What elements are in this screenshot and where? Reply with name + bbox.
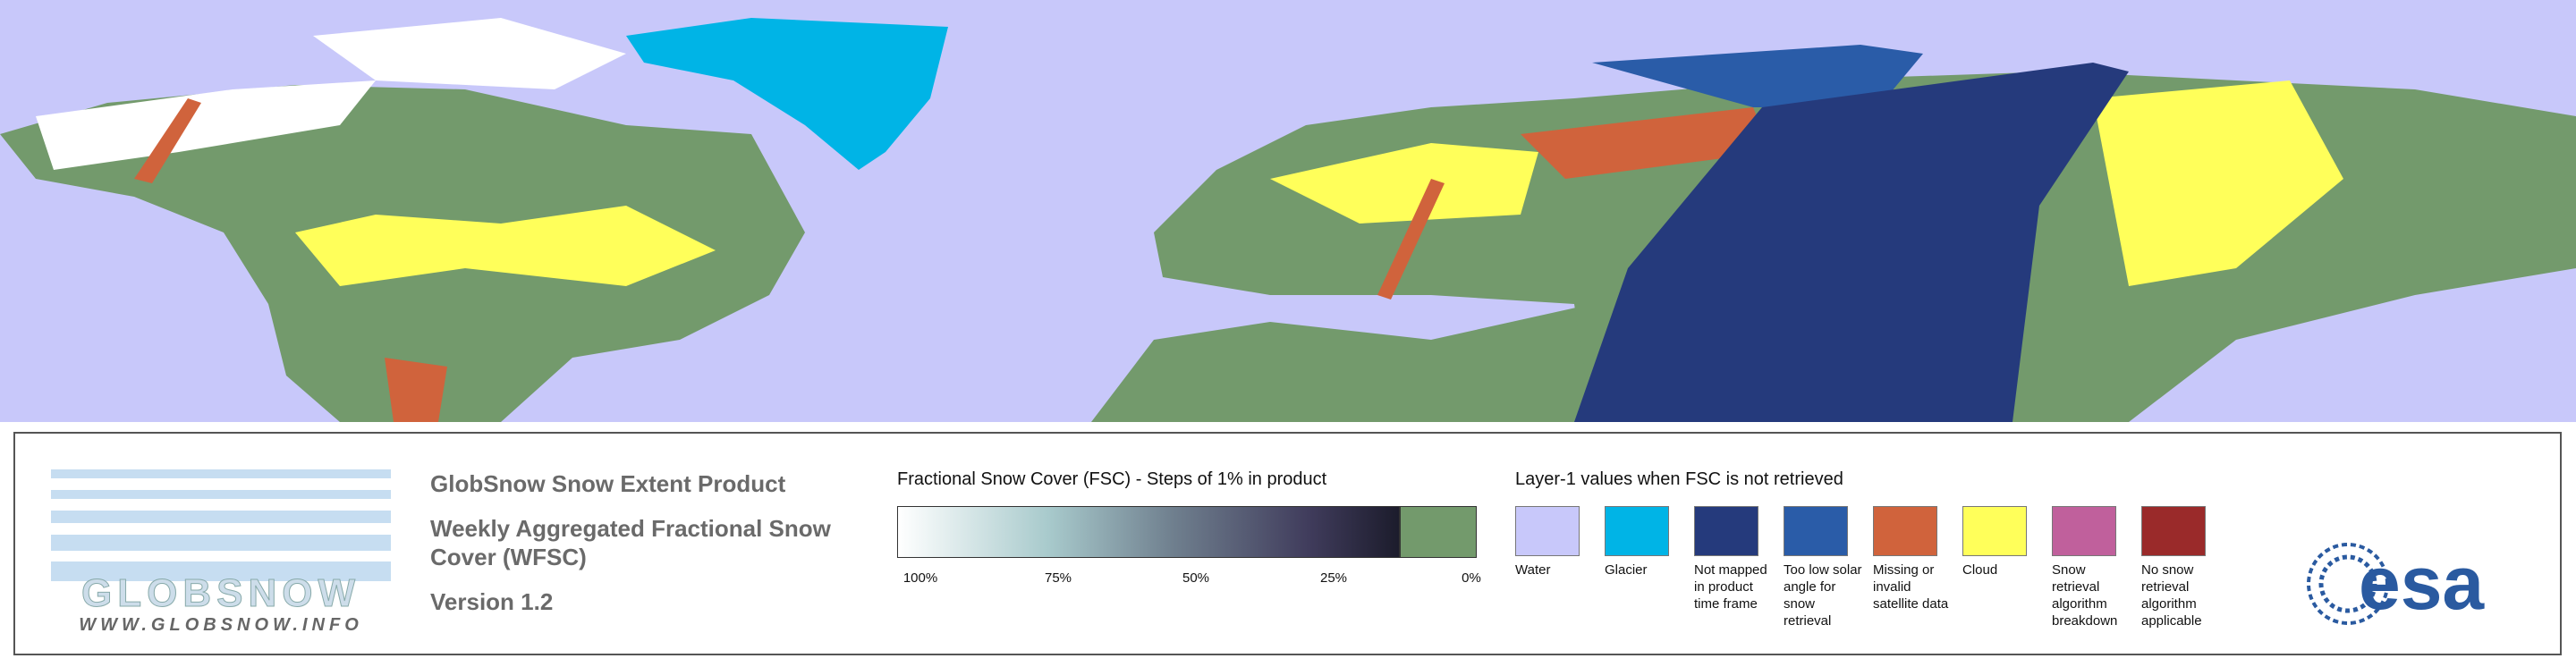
fsc-tick-label: 25%	[1319, 570, 1348, 586]
logo-name: GLOBSNOW	[81, 571, 360, 615]
legend-label: No snow retrieval algorithm applicable	[2141, 562, 2202, 629]
fsc-tick-label: 100%	[902, 570, 938, 586]
layer1-title: Layer-1 values when FSC is not retrieved	[1515, 469, 1843, 489]
esa-ring	[2307, 543, 2389, 625]
legend-label: Cloud	[1962, 562, 1998, 578]
fsc-gradient	[897, 506, 1400, 558]
missing-strip	[1377, 179, 1445, 300]
legend-swatch	[2052, 506, 2116, 556]
cloud-area	[295, 206, 716, 286]
snow-area	[313, 18, 626, 89]
cloud-area	[2093, 80, 2343, 286]
low-sun-area	[1592, 45, 1923, 107]
snow-area	[36, 80, 376, 170]
fsc-tick-label: 50%	[1182, 570, 1210, 586]
legend-swatch	[1515, 506, 1580, 556]
legend-label: Not mapped in product time frame	[1694, 562, 1767, 612]
subtitle: Weekly Aggregated Fractional Snow Cover …	[430, 515, 831, 570]
missing-area	[1521, 107, 1771, 179]
esa-logo: esa	[2307, 541, 2485, 625]
snow-map	[0, 0, 2576, 422]
legend-swatch	[2141, 506, 2206, 556]
version: Version 1.2	[430, 588, 554, 615]
fsc-tick-label: 0%	[1462, 570, 1481, 586]
logo-stripe	[51, 490, 391, 499]
logo-url: WWW.GLOBSNOW.INFO	[79, 615, 363, 635]
not-mapped-swath	[1574, 63, 2129, 422]
legend-label: Glacier	[1605, 562, 1648, 578]
esa-ring	[2318, 554, 2377, 613]
missing-strip	[134, 98, 201, 183]
logo-stripe	[51, 561, 391, 581]
legend-swatch	[1962, 506, 2027, 556]
logo-stripe	[51, 511, 391, 523]
legend-swatch	[1694, 506, 1758, 556]
missing-area	[385, 358, 447, 422]
esa-text: esa	[2359, 541, 2485, 625]
africa	[1091, 304, 1628, 422]
legend-label: Too low solar angle for snow retrieval	[1784, 562, 1862, 629]
legend-swatch	[1784, 506, 1848, 556]
fsc-title: Fractional Snow Cover (FSC) - Steps of 1…	[897, 469, 1327, 489]
fsc-zero-swatch	[1400, 506, 1477, 558]
globsnow-logo: GLOBSNOW WWW.GLOBSNOW.INFO	[51, 469, 391, 635]
legend-label: Snow retrieval algorithm breakdown	[2052, 562, 2118, 629]
title: GlobSnow Snow Extent Product	[430, 470, 786, 497]
legend-label: Water	[1515, 562, 1551, 578]
greenland	[626, 18, 948, 170]
legend-swatch	[1873, 506, 1937, 556]
legend-panel: GLOBSNOW WWW.GLOBSNOW.INFO GlobSnow Snow…	[13, 432, 2562, 655]
fsc-tick-label: 75%	[1044, 570, 1072, 586]
cloud-area	[1270, 143, 1538, 224]
legend-label: Missing or invalid satellite data	[1873, 562, 1949, 612]
legend-swatch	[1605, 506, 1669, 556]
logo-stripe	[51, 535, 391, 551]
logo-stripe	[51, 469, 391, 478]
